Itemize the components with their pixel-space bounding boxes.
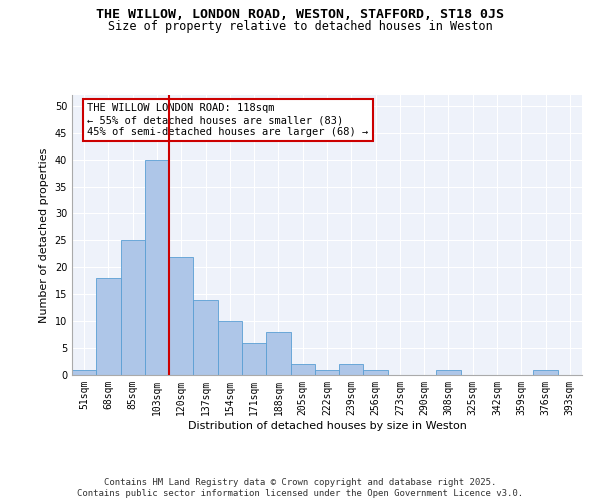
Bar xyxy=(364,370,388,375)
Bar xyxy=(72,370,96,375)
Bar xyxy=(436,370,461,375)
Y-axis label: Number of detached properties: Number of detached properties xyxy=(39,148,49,322)
Bar xyxy=(339,364,364,375)
Text: Contains HM Land Registry data © Crown copyright and database right 2025.
Contai: Contains HM Land Registry data © Crown c… xyxy=(77,478,523,498)
Bar xyxy=(96,278,121,375)
Bar xyxy=(121,240,145,375)
Bar xyxy=(193,300,218,375)
Text: THE WILLOW LONDON ROAD: 118sqm
← 55% of detached houses are smaller (83)
45% of : THE WILLOW LONDON ROAD: 118sqm ← 55% of … xyxy=(88,104,368,136)
Bar xyxy=(315,370,339,375)
Bar xyxy=(242,342,266,375)
Bar xyxy=(533,370,558,375)
X-axis label: Distribution of detached houses by size in Weston: Distribution of detached houses by size … xyxy=(188,420,466,430)
Text: Size of property relative to detached houses in Weston: Size of property relative to detached ho… xyxy=(107,20,493,33)
Bar xyxy=(218,321,242,375)
Text: THE WILLOW, LONDON ROAD, WESTON, STAFFORD, ST18 0JS: THE WILLOW, LONDON ROAD, WESTON, STAFFOR… xyxy=(96,8,504,20)
Bar xyxy=(145,160,169,375)
Bar xyxy=(266,332,290,375)
Bar xyxy=(290,364,315,375)
Bar xyxy=(169,256,193,375)
